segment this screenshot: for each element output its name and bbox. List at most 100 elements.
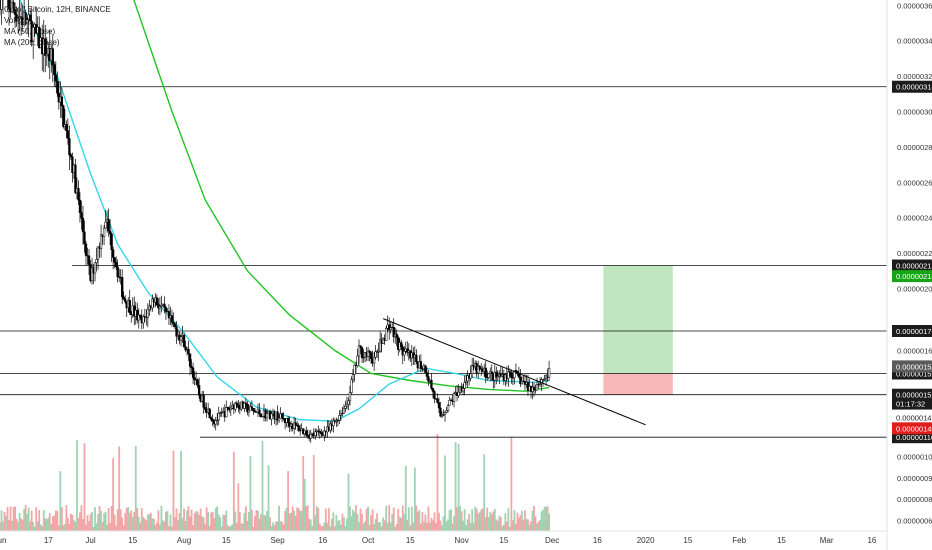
volume-bar [94,507,96,531]
price-label-box [892,270,932,283]
volume-bar [426,522,428,531]
candle-body [188,353,192,367]
volume-bar [359,508,362,531]
volume-bar [432,520,434,531]
volume-bar [228,526,231,531]
volume-bar [484,517,487,531]
candle-body [246,403,249,413]
volume-bar [415,505,418,531]
volume-indicator-label[interactable]: Vol (20) [4,16,32,25]
volume-bar [519,514,522,531]
symbol-title[interactable]: Gifto / Bitcoin, 12H, BINANCE [4,5,111,14]
volume-bar [527,519,529,531]
candle-body [259,413,263,418]
volume-bar [350,516,353,531]
volume-bar [472,522,475,531]
volume-bar [419,523,422,531]
candle-body [66,130,70,139]
candle-body [44,38,47,56]
volume-bar [329,526,332,531]
volume-bar [373,523,376,531]
candle-body [424,365,427,373]
candle-body [175,326,178,337]
candle-body [95,259,98,263]
volume-bar [234,511,237,531]
candle-body [478,366,481,370]
volume-bar [261,440,264,531]
volume-bar [317,507,320,531]
time-axis-ticks[interactable]: Jun 17 Jul 15 Aug 15 Sep 16 Oct 15 Nov 15 Dec 16 2020 1… [0,536,877,545]
volume-bar [63,524,66,531]
volume-bar [51,516,54,531]
candle-body [323,430,326,436]
candle-body [15,14,18,22]
volume-bar [184,521,187,531]
candle-body [104,221,107,229]
volume-bar [121,517,124,531]
volume-bar [50,524,53,531]
ma50-indicator-label[interactable]: MA (50, close) [4,27,56,36]
candle-body [378,339,382,352]
candle-body [210,417,213,420]
volume-bar [335,515,338,531]
volume-bar [174,517,176,531]
candle-body [347,400,350,405]
volume-bar [537,521,540,531]
candle-body [514,370,518,372]
price-tick-label: 0.00000069 [897,516,932,525]
time-tick-label: 15 [128,536,137,545]
volume-bar [208,525,211,531]
volume-bar [8,519,10,531]
volume-bar [382,517,385,531]
volume-bar [469,522,472,531]
candle-body [170,315,174,323]
volume-bar [152,518,155,531]
candle-body [329,423,332,431]
volume-bar [86,515,89,531]
volume-bar [154,524,157,531]
volume-bar [73,520,75,531]
volume-bar [487,517,490,531]
volume-bar [122,525,125,531]
candle-body [431,388,435,392]
volume-bar [518,517,520,531]
ma200-indicator-label[interactable]: MA (200, close) [4,38,60,47]
volume-bar [272,522,274,531]
candle-body [56,80,59,94]
candle-body [51,48,54,65]
candle-body [369,352,373,360]
volume-bar [80,505,83,531]
volume-bar [151,518,154,531]
long-position-target-zone[interactable] [603,265,673,374]
volume-bar [252,526,255,531]
volume-bar [0,522,1,531]
long-position-stop-zone[interactable] [603,373,673,395]
volume-bar [196,511,199,531]
candle-body [90,267,94,281]
volume-bar [258,518,261,531]
candle-body [535,384,539,391]
candle-body [350,379,353,393]
candle-body [155,297,159,306]
volume-bar [140,508,143,531]
candle-body [220,412,223,414]
candle-body [496,375,499,378]
price-label-box [892,411,932,424]
volume-bar [352,509,354,531]
volume-bar [337,521,339,531]
volume-bar [524,510,526,531]
volume-bar [100,510,102,531]
volume-bar [44,518,47,531]
volume-bar [82,519,84,531]
volume-bar [85,524,87,531]
volume-bar [297,508,300,531]
volume-bar [505,521,508,531]
descending-trendline[interactable] [382,318,646,426]
time-tick-label: 15 [683,536,692,545]
volume-bar [332,512,335,531]
candle-body [252,408,255,412]
